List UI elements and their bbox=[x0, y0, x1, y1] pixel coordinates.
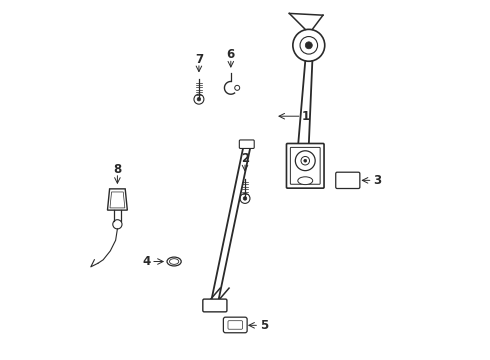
FancyBboxPatch shape bbox=[239, 140, 254, 148]
Circle shape bbox=[197, 98, 201, 101]
Text: 2: 2 bbox=[241, 152, 249, 165]
Text: 6: 6 bbox=[227, 48, 235, 62]
Circle shape bbox=[243, 197, 247, 200]
Ellipse shape bbox=[167, 257, 181, 266]
FancyBboxPatch shape bbox=[228, 321, 243, 329]
Text: 3: 3 bbox=[373, 174, 381, 187]
FancyBboxPatch shape bbox=[287, 144, 324, 188]
FancyBboxPatch shape bbox=[203, 299, 227, 312]
FancyBboxPatch shape bbox=[291, 147, 320, 184]
Text: 8: 8 bbox=[113, 163, 122, 176]
Ellipse shape bbox=[298, 177, 313, 185]
Ellipse shape bbox=[170, 259, 179, 264]
Text: 4: 4 bbox=[142, 255, 150, 268]
Circle shape bbox=[305, 42, 312, 49]
FancyBboxPatch shape bbox=[223, 317, 247, 333]
Text: 5: 5 bbox=[260, 319, 268, 332]
Circle shape bbox=[304, 159, 307, 162]
FancyBboxPatch shape bbox=[336, 172, 360, 189]
Text: 7: 7 bbox=[195, 53, 203, 66]
Text: 1: 1 bbox=[302, 110, 310, 123]
